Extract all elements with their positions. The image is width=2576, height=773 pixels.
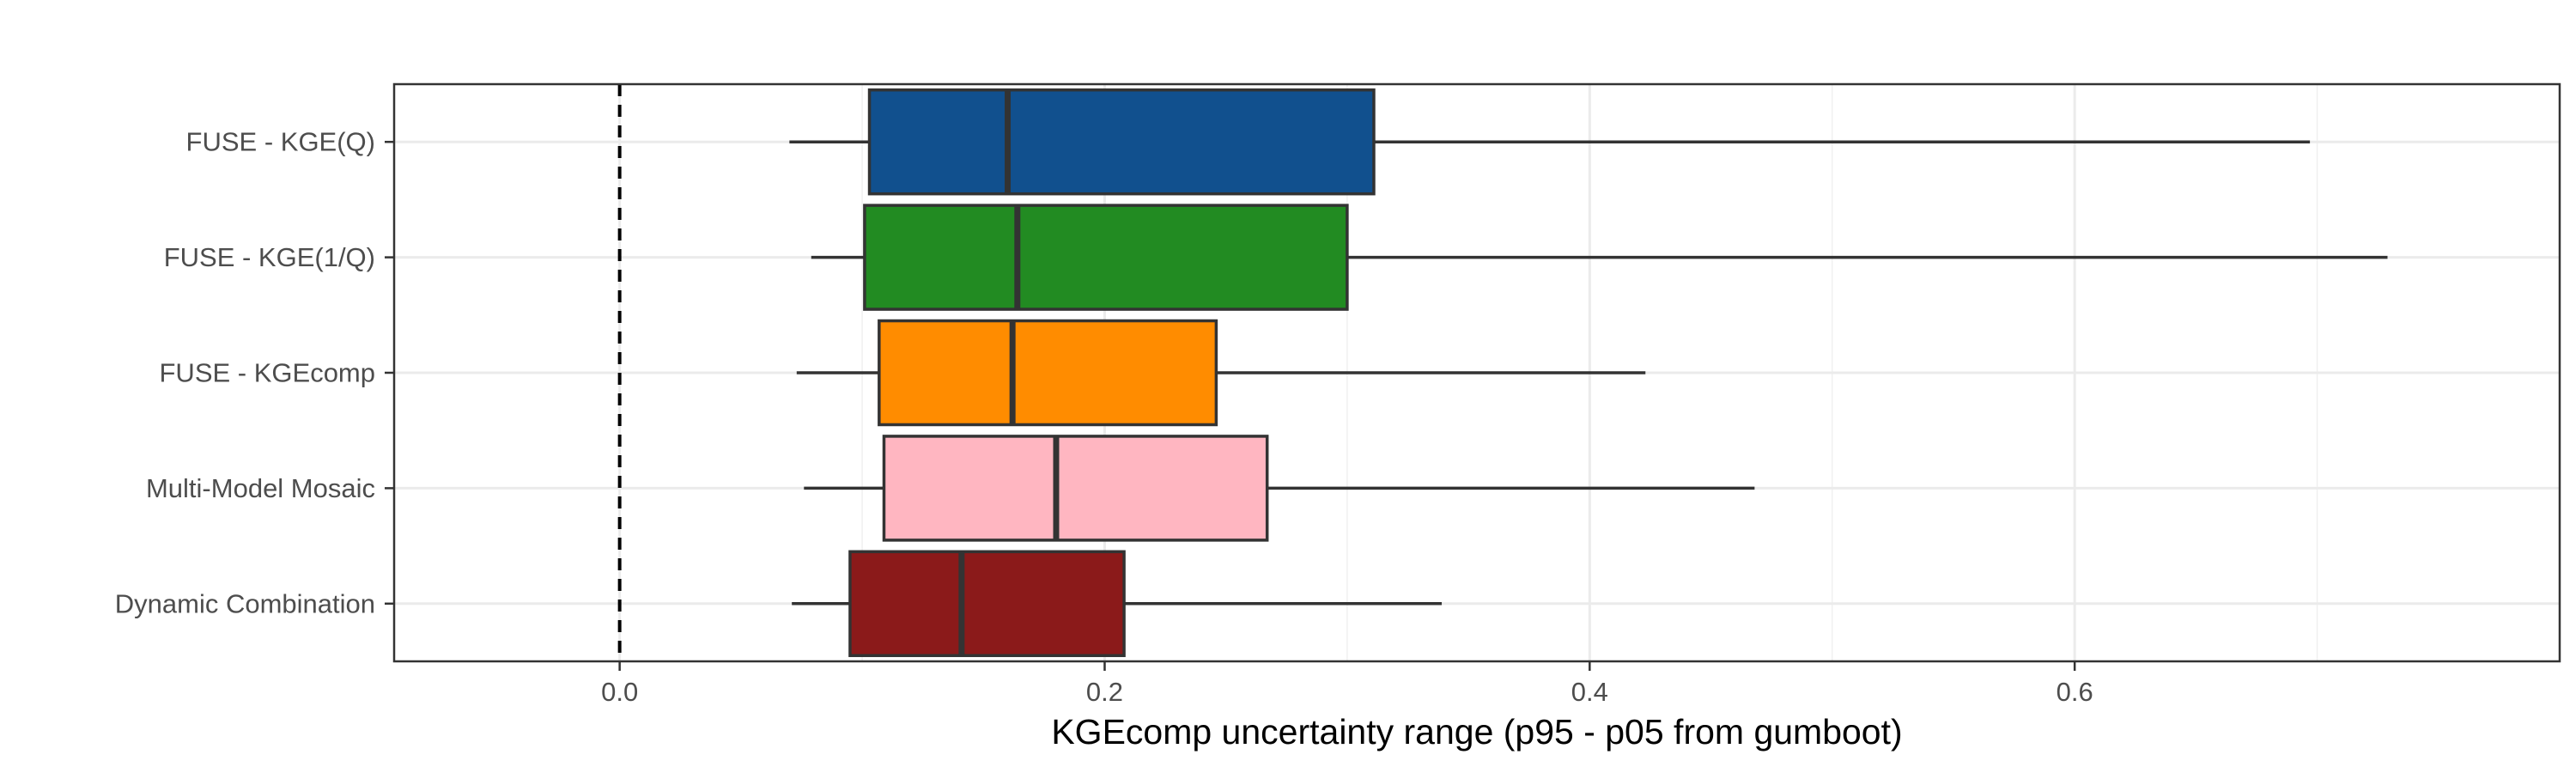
box-iqr bbox=[878, 319, 1218, 427]
y-tick-label: Multi-Model Mosaic bbox=[146, 473, 375, 503]
y-axis: FUSE - KGE(Q) FUSE - KGE(1/Q) FUSE - KGEco… bbox=[115, 127, 394, 618]
y-tick-label: Dynamic Combination bbox=[115, 588, 375, 618]
box-group bbox=[804, 435, 1755, 542]
x-axis: 0.0 0.2 0.4 0.6 bbox=[601, 661, 2093, 707]
x-tick-label: 0.0 bbox=[601, 677, 638, 707]
box-group bbox=[811, 204, 2388, 311]
x-axis-title: KGEcomp uncertainty range (p95 - p05 fro… bbox=[1051, 712, 1902, 752]
box-iqr bbox=[867, 88, 1376, 196]
boxes bbox=[789, 88, 2388, 658]
x-tick-label: 0.6 bbox=[2057, 677, 2093, 707]
y-tick-label: FUSE - KGE(Q) bbox=[186, 127, 375, 157]
box-iqr bbox=[848, 550, 1126, 658]
box-group bbox=[796, 319, 1646, 427]
box-group bbox=[789, 88, 2311, 196]
box-iqr bbox=[863, 204, 1349, 311]
x-tick-label: 0.2 bbox=[1086, 677, 1123, 707]
y-tick-label: FUSE - KGE(1/Q) bbox=[164, 242, 375, 272]
box-group bbox=[792, 550, 1443, 658]
x-tick-label: 0.4 bbox=[1571, 677, 1608, 707]
y-tick-label: FUSE - KGEcomp bbox=[160, 358, 376, 388]
box-iqr bbox=[882, 435, 1269, 542]
